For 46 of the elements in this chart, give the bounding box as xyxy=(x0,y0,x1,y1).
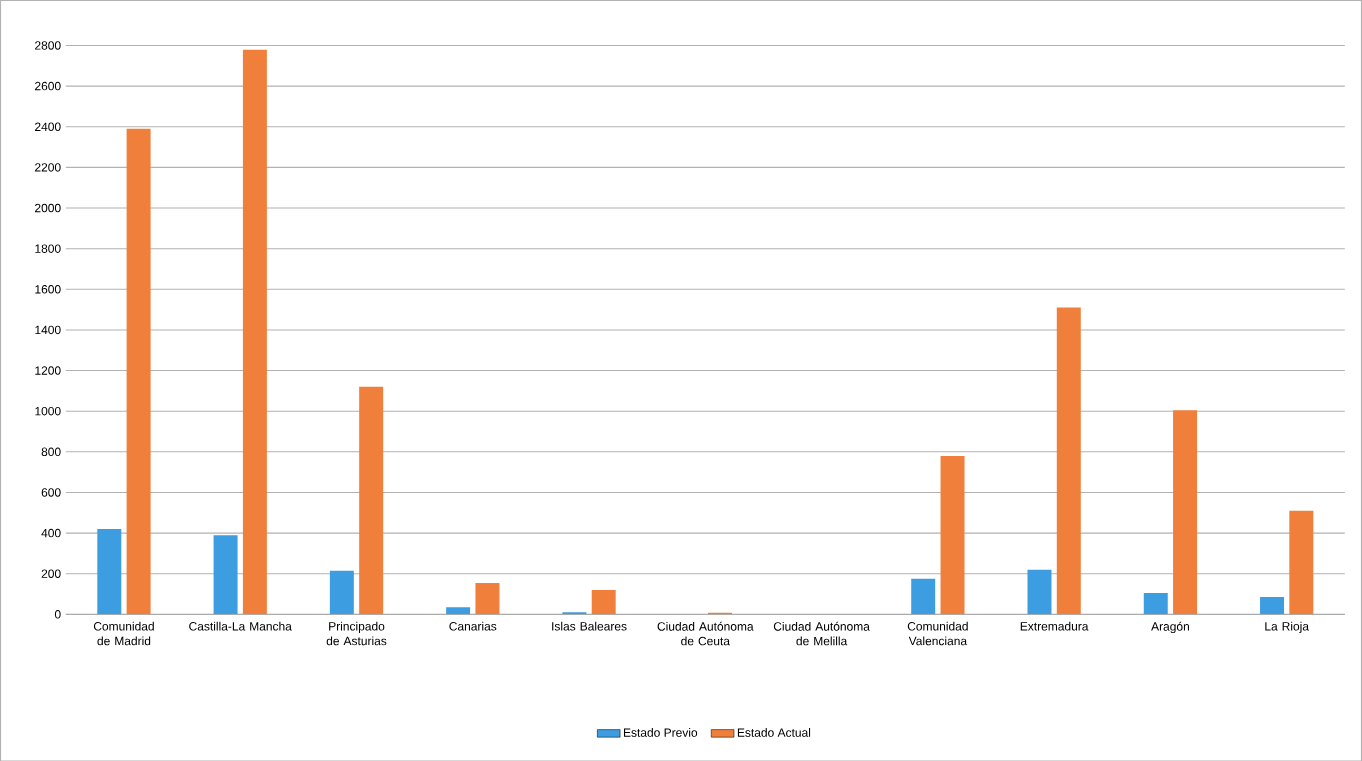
x-tick-label: Islas Baleares xyxy=(552,621,627,631)
x-tick-label: Extremadura xyxy=(1020,621,1089,631)
y-tick-label: 2200 xyxy=(35,162,61,172)
bar xyxy=(475,582,500,615)
x-tick-label: Principado de Asturias xyxy=(326,621,387,645)
legend-label: Estado Previo xyxy=(623,727,698,737)
bar xyxy=(359,386,384,615)
bar xyxy=(1056,307,1081,615)
y-tick-label: 800 xyxy=(41,447,61,456)
bar xyxy=(97,528,122,615)
bar xyxy=(1260,596,1285,615)
y-tick-label: 200 xyxy=(41,569,61,578)
y-tick-label: 2600 xyxy=(35,81,61,91)
y-tick-label: 0 xyxy=(54,609,61,619)
x-tick-label: Aragón xyxy=(1151,621,1189,633)
y-tick-label: 1800 xyxy=(35,244,61,253)
bar xyxy=(940,455,965,615)
bar xyxy=(1173,409,1198,615)
x-tick-label: Ciudad Autónoma de Ceuta xyxy=(657,621,754,646)
y-tick-label: 600 xyxy=(41,488,61,497)
bar xyxy=(329,570,354,615)
y-tick-label: 2800 xyxy=(35,41,61,50)
bar xyxy=(562,612,587,615)
x-tick-label: Comunidad de Madrid xyxy=(93,621,154,645)
y-tick-label: 2000 xyxy=(35,203,61,213)
x-tick-label: Comunidad Valenciana xyxy=(907,621,968,645)
y-tick-label: 2400 xyxy=(35,122,61,131)
y-tick-label: 400 xyxy=(41,528,61,538)
bar xyxy=(1143,592,1168,615)
bar xyxy=(1289,510,1314,615)
y-tick-label: 1200 xyxy=(35,366,61,375)
y-tick-label: 1400 xyxy=(35,325,61,334)
bar xyxy=(446,607,471,615)
x-tick-label: Castilla-La Mancha xyxy=(189,621,292,631)
x-tick-label: Canarias xyxy=(449,621,497,631)
y-tick-label: 1600 xyxy=(35,284,61,294)
x-tick-label: La Rioja xyxy=(1265,621,1309,633)
bar xyxy=(591,589,616,615)
bar xyxy=(126,128,151,615)
bar xyxy=(911,578,936,615)
x-tick-label: Ciudad Autónoma de Melilla xyxy=(773,621,870,646)
bar xyxy=(242,49,267,615)
bar xyxy=(213,534,238,615)
y-tick-label: 1000 xyxy=(35,406,61,416)
bar xyxy=(1027,569,1052,615)
legend-label: Estado Actual xyxy=(737,727,811,737)
